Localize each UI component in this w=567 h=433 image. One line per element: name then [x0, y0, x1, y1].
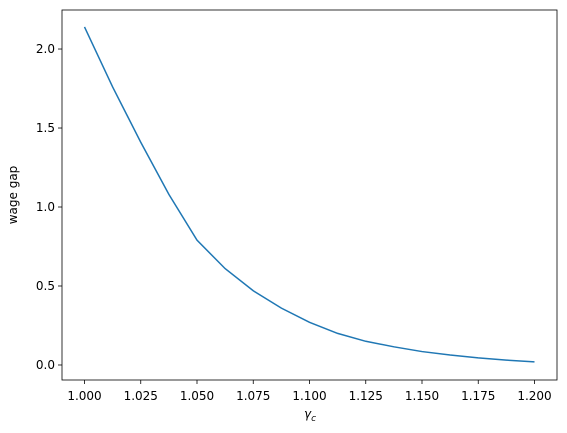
x-tick-label: 1.150	[405, 389, 439, 403]
y-tick-label: 0.0	[36, 358, 55, 372]
x-tick-label: 1.175	[461, 389, 495, 403]
line	[83, 26, 535, 363]
x-tick-label: 1.075	[236, 389, 270, 403]
x-tick-label: 1.000	[67, 389, 101, 403]
y-axis-label: wage gap	[6, 166, 20, 225]
y-tick-label: 1.5	[36, 121, 55, 135]
y-tick-label: 0.5	[36, 279, 55, 293]
x-tick-label: 1.100	[292, 389, 326, 403]
axes-frame	[61, 9, 558, 381]
x-tick-label: 1.125	[349, 389, 383, 403]
x-tick-label: 1.200	[517, 389, 551, 403]
x-label-subscript: c	[311, 414, 316, 424]
x-tick-label: 1.025	[124, 389, 158, 403]
y-tick-label: 2.0	[36, 42, 55, 56]
x-label-symbol: γ	[304, 407, 312, 421]
x-tick-label: 1.050	[180, 389, 214, 403]
y-tick-label: 1.0	[36, 200, 55, 214]
x-axis-label: γc	[304, 407, 316, 424]
